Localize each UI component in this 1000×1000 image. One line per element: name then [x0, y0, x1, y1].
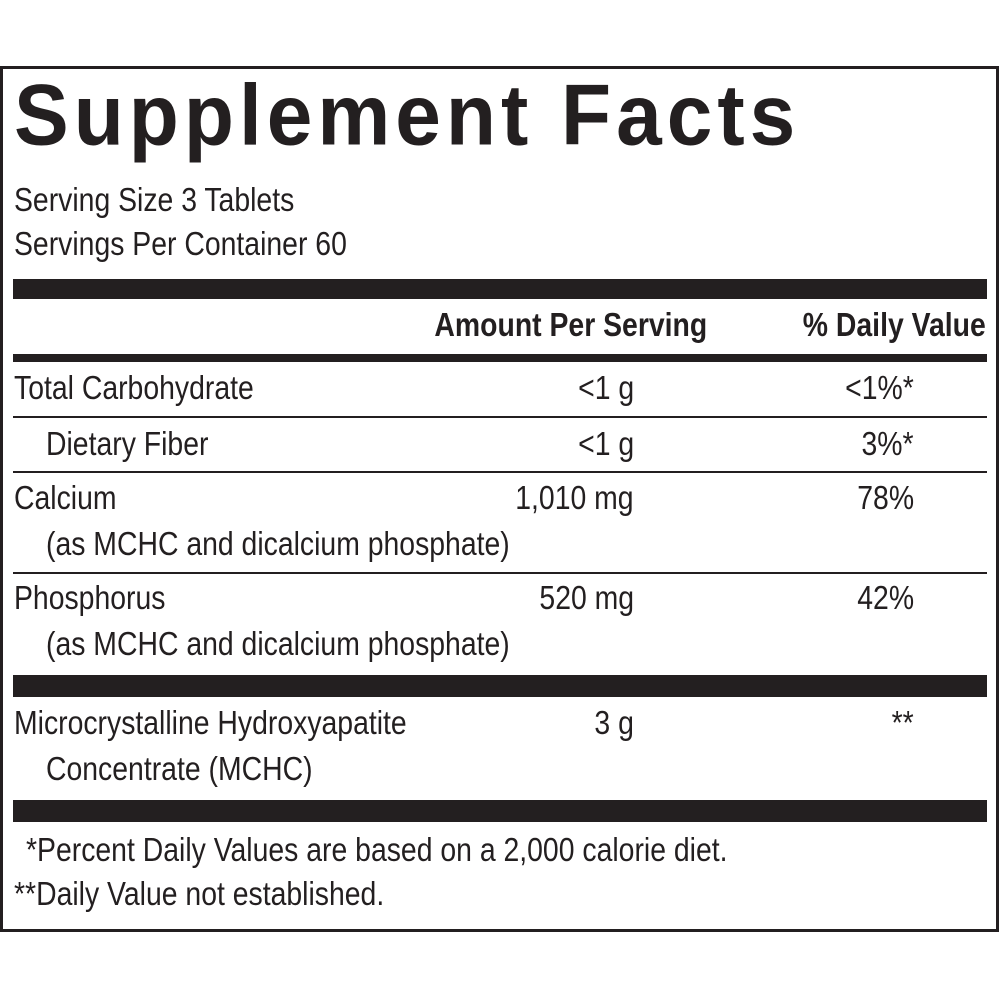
amount-dietary-fiber: <1 g — [577, 425, 634, 462]
thick-divider-bottom — [13, 800, 987, 822]
amount-per-serving-header: Amount Per Serving — [434, 306, 707, 343]
dv-calcium: 78% — [857, 479, 914, 516]
servings-per-container: Servings Per Container 60 — [14, 225, 347, 262]
panel-title: Supplement Facts — [14, 67, 801, 164]
amount-calcium: 1,010 mg — [515, 479, 634, 516]
daily-value-header: % Daily Value — [803, 306, 986, 343]
ingredient-name-mchc-cont: Concentrate (MCHC) — [46, 750, 313, 787]
footnote-percent-daily-value: *Percent Daily Values are based on a 2,0… — [26, 831, 728, 868]
thick-divider-top — [13, 279, 987, 299]
dv-mchc: ** — [891, 704, 914, 741]
thick-divider-middle — [13, 675, 987, 697]
nutrient-name-calcium: Calcium — [14, 479, 117, 516]
amount-total-carbohydrate: <1 g — [577, 369, 634, 406]
footnote-not-established: **Daily Value not established. — [14, 875, 385, 912]
dv-total-carbohydrate: <1%* — [845, 369, 914, 406]
row-divider — [13, 471, 987, 473]
medium-divider — [13, 354, 987, 362]
serving-size: Serving Size 3 Tablets — [14, 181, 295, 218]
nutrient-name-phosphorus: Phosphorus — [14, 579, 166, 616]
nutrient-source-phosphorus: (as MCHC and dicalcium phosphate) — [46, 625, 510, 662]
row-divider — [13, 416, 987, 418]
nutrient-name-dietary-fiber: Dietary Fiber — [46, 425, 209, 462]
amount-phosphorus: 520 mg — [539, 579, 634, 616]
amount-mchc: 3 g — [594, 704, 634, 741]
row-divider — [13, 572, 987, 574]
nutrient-source-calcium: (as MCHC and dicalcium phosphate) — [46, 525, 510, 562]
nutrient-name-total-carbohydrate: Total Carbohydrate — [14, 369, 254, 406]
supplement-facts-panel — [0, 66, 999, 932]
dv-dietary-fiber: 3%* — [861, 425, 914, 462]
ingredient-name-mchc: Microcrystalline Hydroxyapatite — [14, 704, 407, 741]
dv-phosphorus: 42% — [857, 579, 914, 616]
